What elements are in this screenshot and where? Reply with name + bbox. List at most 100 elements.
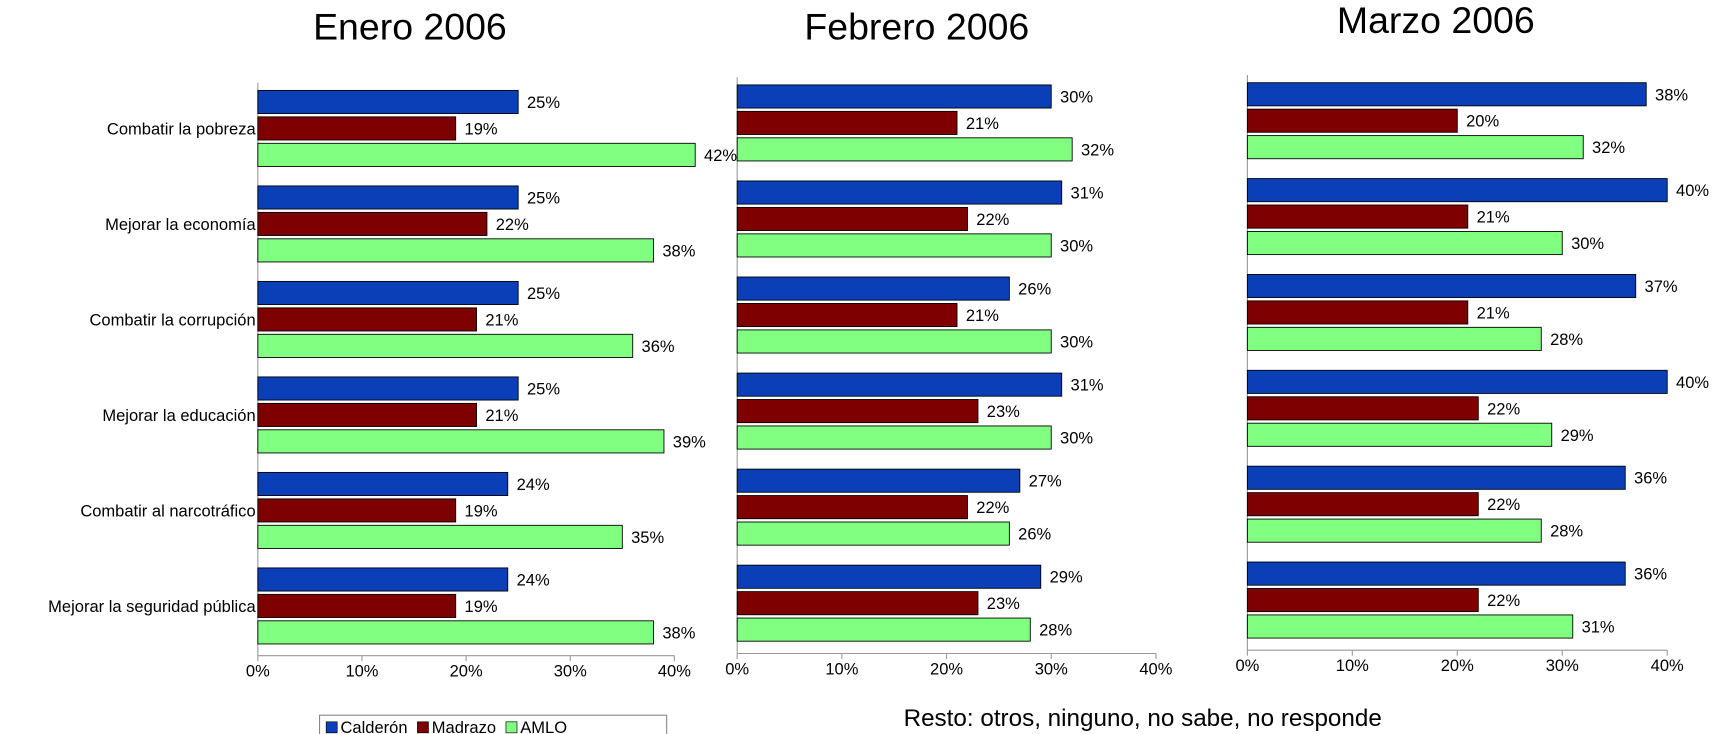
x-tick-label: 0% — [246, 662, 270, 681]
bar — [257, 498, 457, 523]
bar — [1246, 465, 1626, 490]
value-label: 20% — [1466, 112, 1499, 131]
category-label: Combatir al narcotráfico — [80, 501, 255, 520]
bar — [736, 110, 958, 135]
x-tick-label: 30% — [1035, 659, 1068, 678]
bar — [1246, 135, 1584, 160]
value-label: 25% — [527, 284, 560, 303]
value-label: 21% — [485, 310, 518, 329]
bar — [257, 567, 509, 592]
bar — [257, 524, 623, 549]
value-label: 39% — [673, 432, 706, 451]
value-label: 22% — [976, 498, 1009, 517]
value-label: 21% — [966, 114, 999, 133]
x-tick-label: 0% — [725, 659, 749, 678]
x-tick-label: 0% — [1235, 656, 1259, 675]
value-label: 26% — [1018, 280, 1051, 299]
bar — [736, 425, 1052, 450]
bar — [1246, 369, 1668, 394]
value-label: 21% — [1477, 208, 1510, 227]
value-label: 28% — [1550, 330, 1583, 349]
value-label: 29% — [1050, 568, 1083, 587]
category-label: Mejorar la seguridad pública — [48, 597, 256, 616]
bar — [257, 376, 519, 401]
value-label: 21% — [485, 406, 518, 425]
legend-label: AMLO — [520, 718, 567, 734]
value-label: 30% — [1060, 429, 1093, 448]
value-label: 22% — [1487, 495, 1520, 514]
bar — [736, 303, 958, 328]
value-label: 21% — [966, 306, 999, 325]
value-label: 31% — [1582, 618, 1615, 637]
bar — [1246, 326, 1542, 351]
x-tick-label: 40% — [1139, 659, 1172, 678]
value-label: 27% — [1029, 472, 1062, 491]
value-label: 38% — [662, 241, 695, 260]
value-label: 26% — [1018, 525, 1051, 544]
bar — [1246, 561, 1626, 586]
chart-title: Marzo 2006 — [1337, 0, 1535, 41]
value-label: 32% — [1081, 140, 1114, 159]
value-label: 28% — [1039, 621, 1072, 640]
bar — [1246, 492, 1479, 517]
bar — [736, 521, 1010, 546]
value-label: 29% — [1561, 426, 1594, 445]
bar — [257, 471, 509, 496]
x-tick-label: 10% — [1336, 656, 1369, 675]
bar — [257, 238, 654, 263]
bar — [1246, 396, 1479, 421]
bar — [1246, 231, 1563, 256]
bar — [736, 617, 1031, 642]
bar — [736, 180, 1063, 205]
legend-swatch — [505, 721, 518, 734]
value-label: 25% — [527, 379, 560, 398]
category-label: Mejorar la economía — [105, 215, 256, 234]
value-label: 31% — [1071, 376, 1104, 395]
bar — [736, 84, 1052, 109]
x-tick-label: 20% — [930, 659, 963, 678]
bar — [257, 620, 654, 645]
value-label: 35% — [631, 528, 664, 547]
x-tick-label: 30% — [1546, 656, 1579, 675]
bar — [736, 399, 979, 424]
value-label: 40% — [1676, 181, 1709, 200]
value-label: 22% — [1487, 591, 1520, 610]
value-label: 36% — [1634, 565, 1667, 584]
value-label: 31% — [1071, 184, 1104, 203]
category-label: Mejorar la educación — [102, 406, 255, 425]
bar — [1246, 178, 1668, 203]
value-label: 30% — [1060, 236, 1093, 255]
bar — [1246, 82, 1647, 107]
bar — [1246, 300, 1469, 325]
bar — [257, 142, 696, 167]
annotation: Resto: otros, ninguno, no sabe, no respo… — [904, 705, 1382, 732]
bar — [1246, 204, 1469, 229]
bar — [257, 89, 519, 114]
value-label: 22% — [496, 215, 529, 234]
value-label: 36% — [1634, 469, 1667, 488]
value-label: 42% — [704, 146, 737, 165]
bar — [736, 329, 1052, 354]
bar — [736, 468, 1021, 493]
bar — [736, 276, 1010, 301]
x-tick-label: 40% — [1651, 656, 1684, 675]
category-label: Combatir la corrupción — [90, 310, 256, 329]
bar — [257, 333, 634, 358]
value-label: 38% — [1655, 85, 1688, 104]
value-label: 25% — [527, 188, 560, 207]
value-label: 23% — [987, 594, 1020, 613]
bar — [1246, 422, 1553, 447]
legend-label: Madrazo — [432, 718, 496, 734]
value-label: 32% — [1592, 138, 1625, 157]
bar — [1246, 273, 1637, 299]
chart-title: Febrero 2006 — [804, 6, 1029, 48]
value-label: 40% — [1676, 373, 1709, 392]
bar — [257, 593, 457, 618]
value-label: 19% — [465, 501, 498, 520]
legend-swatch — [417, 721, 429, 734]
bar — [257, 116, 457, 141]
value-label: 30% — [1571, 234, 1604, 253]
bar — [257, 307, 477, 332]
bar — [736, 206, 968, 231]
